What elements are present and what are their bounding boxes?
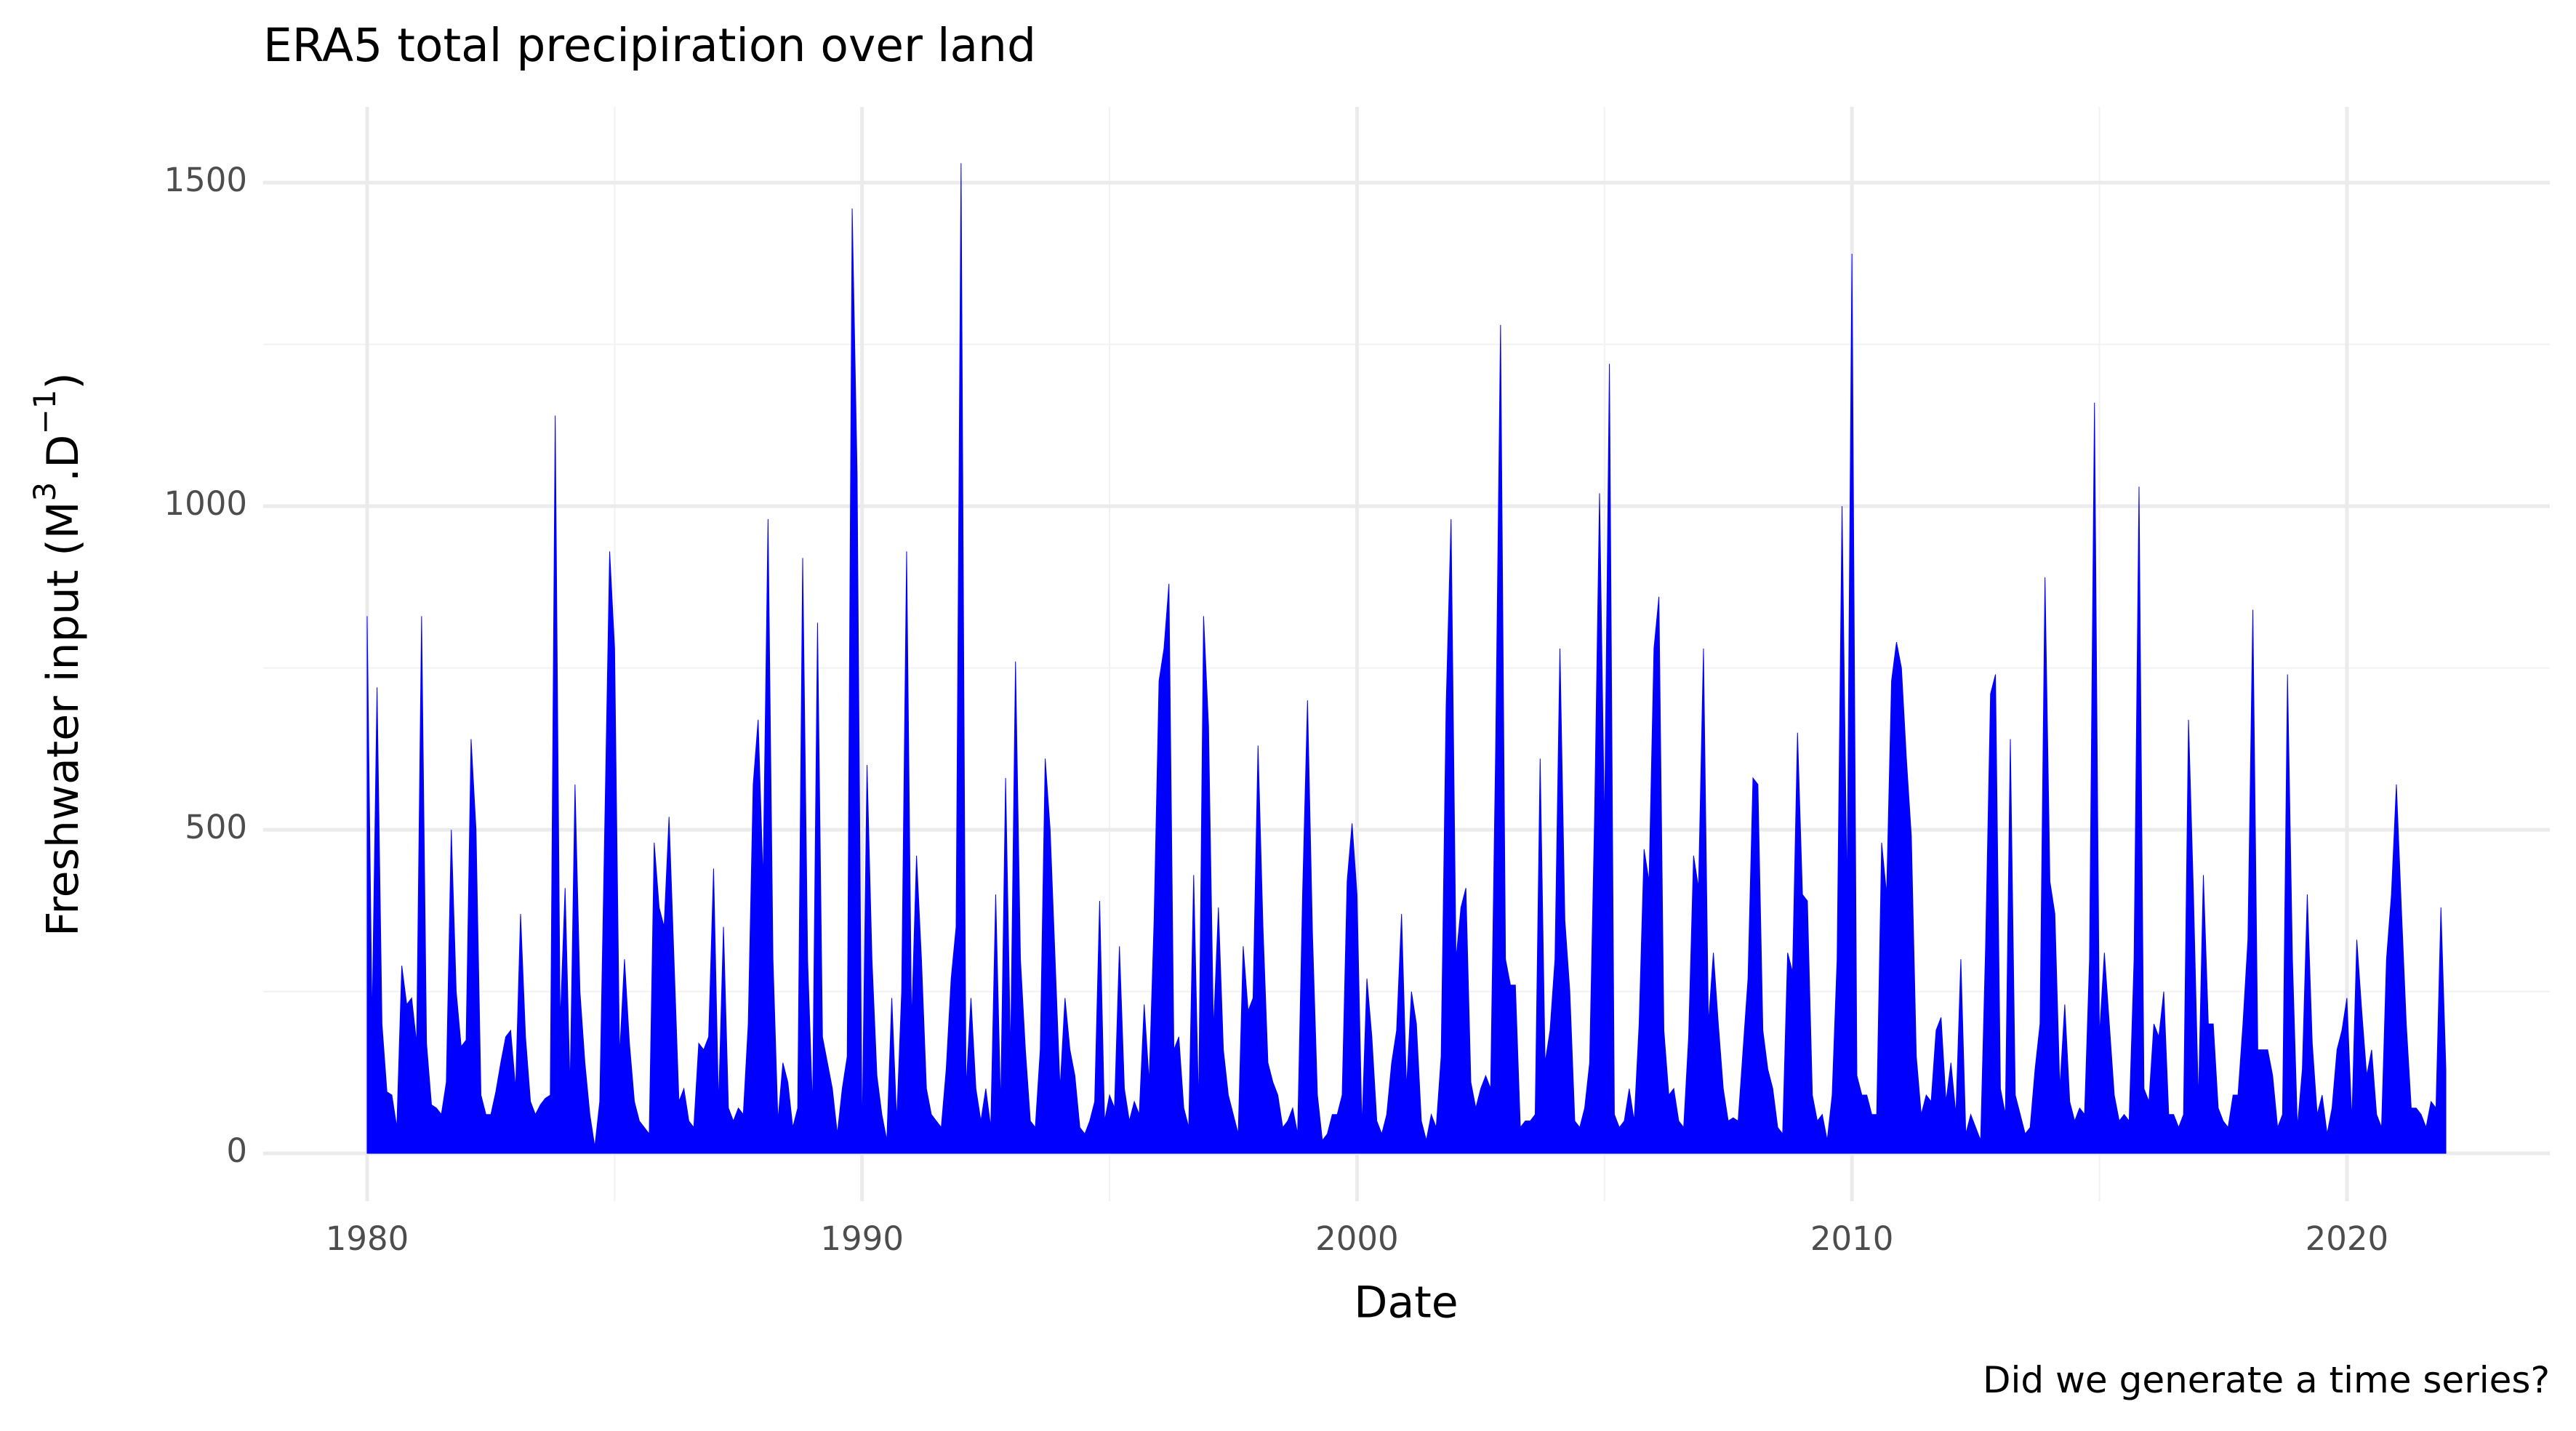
- y-axis-title-part: .D: [38, 435, 89, 482]
- x-tick-label: 1990: [820, 1219, 904, 1258]
- caption: Did we generate a time series?: [1983, 1359, 2550, 1401]
- x-tick-label: 2020: [2306, 1219, 2389, 1258]
- x-tick-label: 2010: [1810, 1219, 1894, 1258]
- y-axis-title: Freshwater input (M3.D−1): [27, 372, 89, 937]
- y-axis-title-superscript: −1: [27, 390, 63, 435]
- y-tick-label: 1000: [164, 484, 247, 523]
- x-axis-title: Date: [1354, 1278, 1458, 1328]
- y-tick-label: 1500: [164, 161, 247, 199]
- y-axis-title-superscript: 3: [27, 482, 63, 502]
- area: [366, 163, 2447, 1154]
- y-axis-title-part: Freshwater input (M: [38, 502, 89, 937]
- x-tick-label: 1980: [326, 1219, 409, 1258]
- y-tick-label: 500: [185, 808, 247, 846]
- y-tick-label: 0: [226, 1131, 247, 1170]
- chart-title: ERA5 total precipiration over land: [263, 19, 1036, 72]
- x-tick-label: 2000: [1315, 1219, 1399, 1258]
- labels: 0 500 1000 1500 1980 1990 2000 2010 2020: [164, 161, 2388, 1258]
- marks: [366, 163, 2447, 1154]
- y-axis-title-part: ): [38, 372, 89, 389]
